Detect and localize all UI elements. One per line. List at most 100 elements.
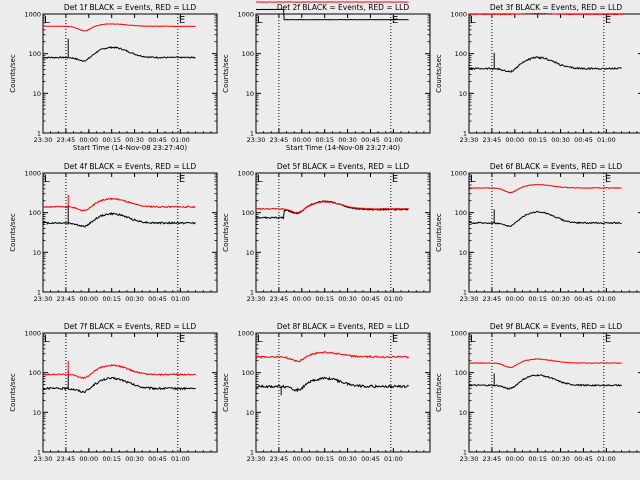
y-axis-label: Counts/sec [435,213,443,252]
x-tick-label: 01:00 [384,455,403,463]
x-axis-label: Start Time (14-Nov-08 23:27:40) [73,144,187,152]
event-marker-L: L [470,334,476,345]
event-marker-L: L [44,15,50,26]
y-tick-label: 1000 [237,170,254,178]
x-tick-label: 01:00 [384,136,403,144]
x-tick-label: 01:00 [171,295,190,303]
x-tick-label: 00:30 [551,455,570,463]
x-tick-label: 00:45 [148,136,167,144]
x-tick-label: 00:30 [125,295,144,303]
series-line-events-black [42,38,196,62]
x-tick-label: 00:00 [505,295,524,303]
x-tick-label: 23:30 [460,136,479,144]
event-marker-E: E [179,334,185,345]
x-tick-label: 00:30 [338,136,357,144]
series-line-events-black [468,52,622,73]
x-tick-label: 00:00 [79,455,98,463]
y-axis-label: Counts/sec [222,373,230,412]
x-tick-label: 00:30 [551,136,570,144]
x-tick-label: 23:30 [247,455,266,463]
series-line-events-black [42,370,196,394]
panel-title: Det 5f BLACK = Events, RED = LLD [277,162,410,171]
event-marker-E: E [392,15,398,26]
plot-frame [42,13,218,134]
x-axis-label: Start Time (14-Nov-08 23:27:40) [286,144,400,152]
x-tick-label: 23:45 [270,295,289,303]
y-tick-label: 10 [33,409,41,417]
y-tick-label: 100 [455,369,467,377]
y-tick-label: 1000 [237,11,254,19]
x-tick-label: 01:00 [597,455,616,463]
event-marker-E: E [605,174,611,185]
y-axis-label: Counts/sec [222,213,230,252]
x-tick-label: 01:00 [384,295,403,303]
series-line-events-black [255,376,409,396]
panel-title: Det 6f BLACK = Events, RED = LLD [490,162,623,171]
event-marker-E: E [605,334,611,345]
series-line-lld-red [468,183,622,194]
y-tick-label: 1 [463,289,467,297]
x-tick-label: 00:45 [361,455,380,463]
series-line-lld-red [468,358,622,368]
x-tick-label: 00:00 [505,455,524,463]
x-tick-label: 00:30 [125,136,144,144]
x-tick-label: 23:30 [247,136,266,144]
x-tick-label: 00:45 [574,455,593,463]
panel-title: Det 2f BLACK = Events, RED = LLD [277,3,410,12]
x-tick-label: 00:45 [148,295,167,303]
x-tick-label: 00:45 [361,136,380,144]
plot-frame [255,13,431,134]
x-tick-label: 01:00 [171,455,190,463]
panel-title: Det 9f BLACK = Events, RED = LLD [490,322,623,331]
x-tick-label: 00:15 [315,136,334,144]
series-line-events-black [468,373,622,390]
plot-frame [42,332,218,453]
plot-frame [42,172,218,293]
y-tick-label: 1 [463,449,467,457]
panel-title: Det 1f BLACK = Events, RED = LLD [64,3,197,12]
plot-frame [468,13,640,134]
x-tick-label: 00:15 [102,295,121,303]
detector-panel-4: Det 4f BLACK = Events, RED = LLD 1 10 100 10… [9,162,218,303]
y-tick-label: 10 [246,409,254,417]
x-tick-label: 23:45 [57,295,76,303]
x-tick-label: 00:45 [361,295,380,303]
x-tick-label: 23:30 [34,295,53,303]
x-tick-label: 00:45 [148,455,167,463]
panel-title: Det 8f BLACK = Events, RED = LLD [277,322,410,331]
plot-frame [468,172,640,293]
event-marker-L: L [257,334,263,345]
y-axis-label: Counts/sec [9,213,17,252]
detector-panel-2: Det 2f BLACK = Events, RED = LLD 1 10 100 10… [222,1,431,152]
series-line-lld-red [42,360,196,379]
x-tick-label: 00:30 [338,455,357,463]
y-tick-label: 1 [37,449,41,457]
event-marker-L: L [44,334,50,345]
x-tick-label: 00:45 [574,295,593,303]
y-tick-label: 10 [459,249,467,257]
x-tick-label: 00:15 [102,455,121,463]
event-marker-E: E [605,15,611,26]
y-axis-label: Counts/sec [435,54,443,93]
y-tick-label: 100 [29,369,41,377]
x-tick-label: 00:00 [79,295,98,303]
panel-title: Det 4f BLACK = Events, RED = LLD [64,162,197,171]
x-tick-label: 23:30 [460,295,479,303]
y-tick-label: 1000 [450,330,467,338]
y-tick-label: 1 [250,130,254,138]
series-line-lld-red [468,12,622,16]
x-tick-label: 00:15 [102,136,121,144]
y-tick-label: 1000 [24,170,41,178]
x-tick-label: 01:00 [597,136,616,144]
x-tick-label: 23:45 [270,455,289,463]
detector-panel-1: Det 1f BLACK = Events, RED = LLD 1 10 100 10… [9,3,218,152]
y-tick-label: 100 [29,50,41,58]
series-line-lld-red [255,200,409,214]
y-tick-label: 1000 [24,330,41,338]
series-line-lld-red [255,351,409,363]
y-tick-label: 1 [37,289,41,297]
x-tick-label: 00:00 [505,136,524,144]
y-tick-label: 100 [455,50,467,58]
event-marker-L: L [470,174,476,185]
y-tick-label: 100 [29,209,41,217]
